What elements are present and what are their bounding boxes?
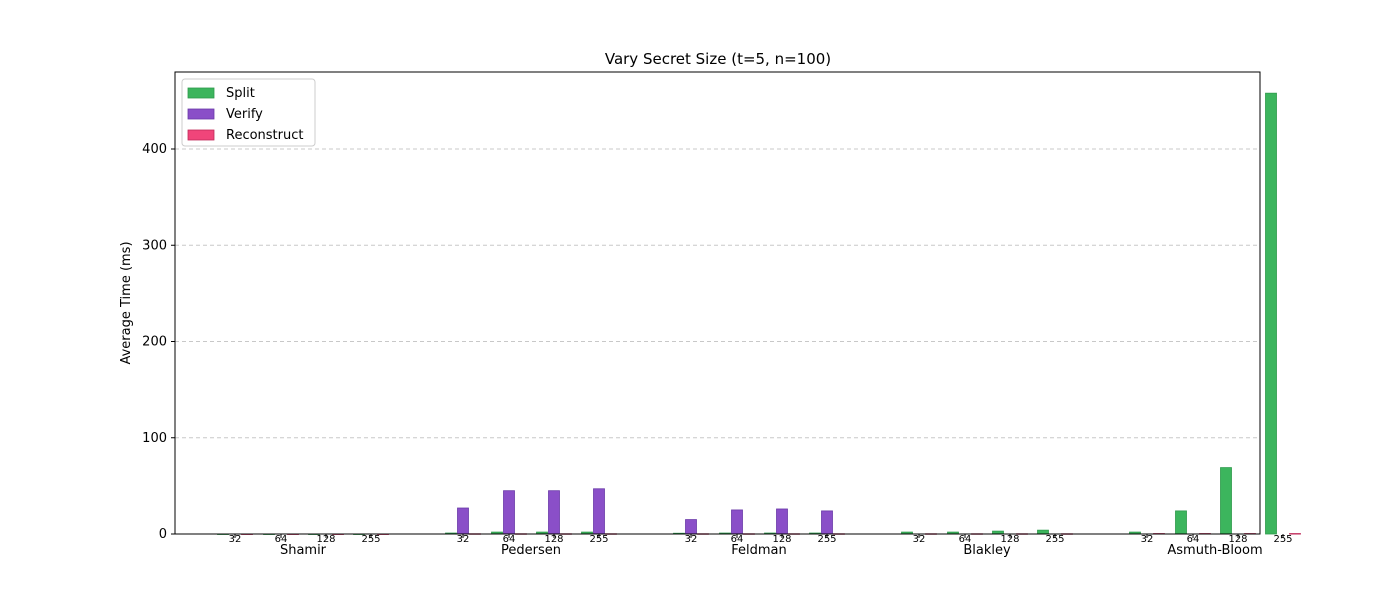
bar-verify-feldman-128 (776, 508, 788, 535)
bar-verify-feldman-32 (685, 519, 697, 535)
legend-label-reconstruct: Reconstruct (226, 128, 304, 143)
bar-verify-pedersen-255 (593, 488, 605, 535)
y-tick-label: 200 (142, 335, 167, 350)
legend-swatch-verify (187, 108, 215, 120)
x-subcategory-label: 64 (731, 534, 744, 545)
bar-verify-feldman-255 (821, 510, 833, 535)
bar-verify-pedersen-32 (457, 507, 469, 535)
y-tick-label: 300 (142, 238, 167, 253)
legend-label-split: Split (226, 86, 255, 101)
x-group-label: Blakley (963, 543, 1011, 558)
legend-box (181, 78, 316, 147)
x-subcategory-label: 64 (1187, 534, 1200, 545)
bar-verify-feldman-64 (731, 509, 743, 535)
x-subcategory-label: 64 (503, 534, 516, 545)
bar-verify-pedersen-128 (548, 490, 560, 535)
x-subcategory-label: 128 (316, 534, 335, 545)
grid-lines (175, 148, 1260, 439)
legend-label-verify: Verify (226, 107, 263, 122)
x-subcategory-label: 64 (959, 534, 972, 545)
x-group-label: Shamir (280, 543, 327, 558)
x-subcategory-label: 255 (589, 534, 608, 545)
x-subcategory-label: 32 (229, 534, 242, 545)
legend: Split Verify Reconstruct (181, 78, 316, 147)
x-subcategory-label: 32 (913, 534, 926, 545)
x-group-label: Feldman (731, 543, 787, 558)
legend-swatch-split (187, 87, 215, 99)
bar-reconstruct-asmuth-bloom-255 (1289, 533, 1301, 535)
x-subcategory-label: 32 (457, 534, 470, 545)
bar-verify-pedersen-64 (503, 490, 515, 535)
x-subcategory-label: 64 (275, 534, 288, 545)
bar-split-asmuth-bloom-128 (1220, 467, 1232, 535)
y-tick-label: 400 (142, 142, 167, 157)
x-subcategory-label: 128 (1000, 534, 1019, 545)
bar-split-asmuth-bloom-255 (1265, 92, 1277, 535)
legend-swatch-reconstruct (187, 129, 215, 141)
x-subcategory-label: 255 (817, 534, 836, 545)
x-subcategory-label: 255 (1273, 534, 1292, 545)
chart-title: Vary Secret Size (t=5, n=100) (605, 50, 831, 68)
x-group-label: Asmuth-Bloom (1167, 543, 1262, 558)
bar-split-asmuth-bloom-64 (1175, 510, 1187, 535)
x-subcategory-label: 32 (685, 534, 698, 545)
x-subcategory-label: 128 (772, 534, 791, 545)
x-subcategory-label: 32 (1141, 534, 1154, 545)
x-subcategory-label: 255 (361, 534, 380, 545)
plot-frame (174, 71, 1261, 535)
y-tick-label: 100 (142, 431, 167, 446)
x-subcategory-label: 128 (544, 534, 563, 545)
x-subcategory-label: 255 (1045, 534, 1064, 545)
x-group-label: Pedersen (501, 543, 561, 558)
y-tick-label: 0 (159, 527, 167, 542)
y-axis-label: Average Time (ms) (119, 241, 134, 364)
x-subcategory-label: 128 (1228, 534, 1247, 545)
axes: 0 100 200 300 400 32 64 128 255 Shamir 32 64 128 255 P… (142, 142, 1292, 558)
